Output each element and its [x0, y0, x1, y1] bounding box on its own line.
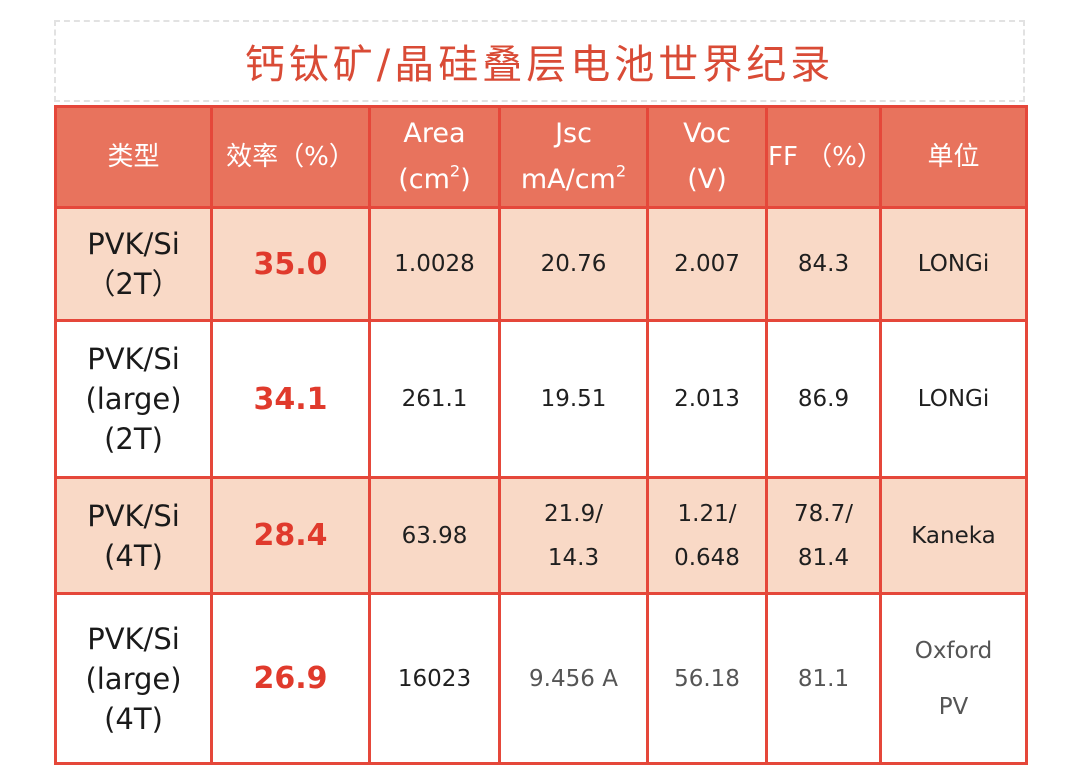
cell-ff: 81.1 [765, 592, 882, 765]
ff-line: 78.7/ [794, 500, 853, 527]
voc-line: 0.648 [674, 544, 740, 571]
table-row: PVK/Si (large) (2T) 34.1 261.1 19.51 2.0… [54, 319, 1028, 479]
cell-type: PVK/Si (4T) [54, 476, 213, 595]
table-row: PVK/Si （2T） 35.0 1.0028 20.76 2.007 84.3… [54, 206, 1028, 322]
cell-unit: Kaneka [879, 476, 1028, 595]
unit-line: Oxford [914, 637, 993, 664]
unit-line: PV [938, 693, 969, 720]
cell-voc: 2.013 [646, 319, 768, 479]
header-jsc-text: mA/cm [520, 164, 616, 195]
cell-area: 1.0028 [368, 206, 501, 322]
header-jsc-line2: mA/cm2 [503, 157, 645, 203]
header-area-close: ) [460, 164, 471, 195]
world-record-table: 类型 效率（%） Area (cm2) Jsc mA/cm2 Voc (V) F… [54, 105, 1028, 765]
header-jsc-line1: Jsc [555, 118, 592, 149]
header-area-line2: (cm2) [373, 157, 497, 203]
voc-line: 56.18 [674, 665, 740, 692]
header-jsc-sup: 2 [615, 161, 627, 181]
jsc-line: 20.76 [540, 251, 607, 277]
header-ff: FF （%） [765, 105, 882, 209]
header-voc-line1: Voc [683, 118, 731, 149]
cell-ff: 78.7/ 81.4 [765, 476, 882, 595]
title-box: 钙钛矿/晶硅叠层电池世界纪录 [54, 20, 1025, 102]
ff-line: 84.3 [797, 251, 850, 277]
ff-line: 81.4 [797, 544, 850, 571]
table-row: PVK/Si (4T) 28.4 63.98 21.9/ 14.3 1.21/ … [54, 476, 1028, 595]
cell-jsc: 9.456 A [498, 592, 649, 765]
header-efficiency: 效率（%） [210, 105, 371, 209]
cell-area: 63.98 [368, 476, 501, 595]
cell-type: PVK/Si （2T） [54, 206, 213, 322]
jsc-line: 14.3 [547, 544, 600, 571]
type-line: PVK/Si [87, 227, 180, 261]
header-type: 类型 [54, 105, 213, 209]
jsc-line: 9.456 A [529, 665, 618, 692]
cell-jsc: 20.76 [498, 206, 649, 322]
cell-jsc: 19.51 [498, 319, 649, 479]
voc-line: 2.007 [674, 251, 740, 277]
cell-efficiency: 28.4 [210, 476, 371, 595]
unit-line: LONGi [917, 386, 990, 412]
cell-type: PVK/Si (large) (4T) [54, 592, 213, 765]
cell-efficiency: 26.9 [210, 592, 371, 765]
cell-efficiency: 34.1 [210, 319, 371, 479]
type-line: PVK/Si [87, 498, 180, 533]
voc-line: 2.013 [674, 386, 740, 412]
cell-voc: 56.18 [646, 592, 768, 765]
voc-line: 1.21/ [677, 500, 737, 527]
unit-line: LONGi [917, 251, 990, 277]
cell-type: PVK/Si (large) (2T) [54, 319, 213, 479]
type-line: (large) [85, 661, 182, 696]
cell-ff: 86.9 [765, 319, 882, 479]
cell-unit: LONGi [879, 319, 1028, 479]
header-jsc: Jsc mA/cm2 [498, 105, 649, 209]
cell-ff: 84.3 [765, 206, 882, 322]
jsc-line: 19.51 [540, 386, 607, 412]
header-voc-line2: (V) [687, 164, 727, 195]
ff-line: 86.9 [797, 386, 850, 412]
header-unit: 单位 [879, 105, 1028, 209]
page-title: 钙钛矿/晶硅叠层电池世界纪录 [244, 42, 835, 88]
jsc-line: 21.9/ [544, 500, 603, 527]
type-line: PVK/Si [87, 621, 180, 656]
type-line: （2T） [86, 267, 181, 301]
cell-jsc: 21.9/ 14.3 [498, 476, 649, 595]
ff-line: 81.1 [797, 665, 850, 692]
cell-efficiency: 35.0 [210, 206, 371, 322]
header-area-text: (cm [398, 164, 450, 195]
type-line: PVK/Si [87, 342, 180, 376]
type-line: (4T) [104, 701, 163, 736]
cell-voc: 1.21/ 0.648 [646, 476, 768, 595]
header-area-line1: Area [403, 118, 466, 149]
header-area: Area (cm2) [368, 105, 501, 209]
header-row: 类型 效率（%） Area (cm2) Jsc mA/cm2 Voc (V) F… [54, 105, 1028, 209]
table-row: PVK/Si (large) (4T) 26.9 16023 9.456 A 5… [54, 592, 1028, 765]
unit-line: Kaneka [911, 522, 996, 549]
cell-unit: LONGi [879, 206, 1028, 322]
header-area-sup: 2 [449, 161, 461, 181]
type-line: (2T) [104, 422, 163, 456]
header-voc: Voc (V) [646, 105, 768, 209]
cell-unit: Oxford PV [879, 592, 1028, 765]
type-line: (4T) [104, 538, 163, 573]
cell-area: 16023 [368, 592, 501, 765]
cell-voc: 2.007 [646, 206, 768, 322]
type-line: (large) [85, 382, 182, 416]
cell-area: 261.1 [368, 319, 501, 479]
